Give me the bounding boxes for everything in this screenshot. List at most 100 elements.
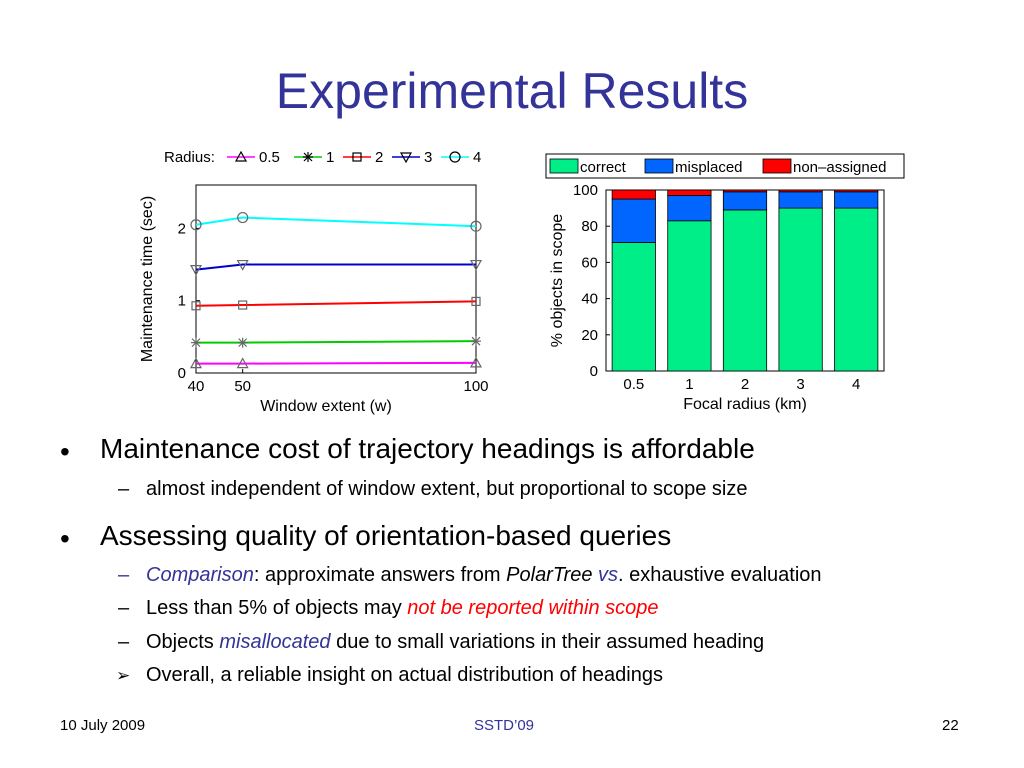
- slide-title: Experimental Results: [275, 63, 749, 119]
- data-point: [237, 211, 249, 224]
- legend-label: 3: [424, 149, 432, 166]
- y-axis-label: % objects in scope: [549, 214, 566, 348]
- legend-marker-icon: [303, 152, 313, 162]
- data-point: [471, 296, 481, 307]
- legend-label: misplaced: [675, 159, 743, 176]
- bar-segment: [722, 209, 768, 372]
- legend-label: 0.5: [259, 149, 280, 166]
- legend-marker-icon: [449, 151, 461, 163]
- polartree-label: PolarTree: [506, 564, 593, 586]
- y-tick-label: 20: [581, 327, 598, 344]
- bar-segment: [667, 195, 712, 222]
- sub-bullet-window-extent: almost independent of window extent, but…: [146, 478, 748, 500]
- y-tick-label: 40: [581, 291, 598, 308]
- vs-label: vs: [592, 564, 619, 586]
- legend-swatch: [762, 158, 792, 174]
- comparison-text-1: : approximate answers from: [253, 564, 507, 586]
- y-axis-label: Maintenance time (sec): [139, 196, 156, 362]
- legend-title: Radius:: [164, 149, 215, 166]
- bullet-marker: •: [60, 523, 70, 554]
- bar-segment: [722, 189, 768, 193]
- heading-text: due to small variations in their assumed…: [330, 631, 765, 653]
- y-tick-label: 100: [573, 182, 598, 199]
- data-point: [238, 300, 248, 310]
- legend: correct misplaced non–assigned: [545, 153, 905, 179]
- bullet-marker: •: [60, 436, 70, 467]
- x-axis-label: Window extent (w): [260, 398, 392, 415]
- x-tick-label: 100: [463, 378, 488, 395]
- legend-marker-icon: [399, 152, 413, 164]
- footer-date: 10 July 2009: [60, 717, 146, 734]
- series-line: [196, 361, 477, 365]
- bar-segment: [722, 191, 768, 211]
- legend-box: [545, 153, 905, 179]
- less-than-text: Less than 5% of objects may: [146, 597, 408, 619]
- legend-label: non–assigned: [793, 159, 886, 176]
- line-chart: 40 50 100 0 1 2 Window extent (w) Maintenance t…: [139, 149, 489, 415]
- arrow-marker-icon: ➢: [116, 666, 131, 685]
- x-tick-label: 3: [796, 376, 804, 393]
- x-tick-label: 50: [234, 378, 251, 395]
- plot-area: [195, 184, 477, 374]
- y-tick-label: 2: [178, 220, 186, 237]
- x-tick-label: 4: [852, 376, 860, 393]
- y-tick-label: 1: [178, 293, 186, 310]
- y-tick-label: 0: [178, 365, 186, 382]
- bar-segment: [834, 207, 879, 372]
- misallocated-text: misallocated: [219, 631, 331, 653]
- bar-segment: [834, 191, 879, 209]
- legend-swatch: [549, 158, 579, 174]
- bullet-assessing-quality: Assessing quality of orientation-based q…: [100, 520, 672, 551]
- footer-page-number: 22: [942, 717, 959, 734]
- sub-bullet-overall: Overall, a reliable insight on actual di…: [146, 664, 663, 686]
- x-tick-label: 2: [741, 376, 749, 393]
- objects-text: Objects: [146, 631, 220, 653]
- x-tick-label: 1: [685, 376, 693, 393]
- not-reported-text: not be reported within scope: [407, 597, 659, 619]
- comparison-label: Comparison: [146, 564, 254, 586]
- bar-segment: [667, 220, 712, 372]
- data-point: [236, 259, 249, 271]
- dash-marker: –: [118, 597, 130, 619]
- legend-marker-icon: [234, 150, 248, 162]
- data-point: [191, 301, 201, 311]
- dash-marker: –: [118, 478, 130, 500]
- data-point: [189, 264, 203, 276]
- bar-segment: [778, 207, 823, 372]
- x-tick-label: 40: [188, 378, 205, 395]
- data-point: [236, 357, 249, 369]
- y-tick-label: 80: [581, 218, 598, 235]
- data-point: [189, 357, 203, 369]
- legend-swatch: [644, 158, 674, 174]
- legend-marker-icon: [352, 152, 362, 162]
- legend-label: correct: [580, 159, 627, 176]
- bullet-maintenance-cost: Maintenance cost of trajectory headings …: [100, 433, 755, 464]
- legend-label: 4: [473, 149, 481, 166]
- dash-marker: –: [118, 564, 130, 586]
- bar-segment: [667, 189, 712, 196]
- data-point: [469, 356, 483, 368]
- data-point: [469, 259, 483, 271]
- bar-segment: [611, 242, 656, 372]
- footer-venue: SSTD’09: [474, 717, 535, 734]
- series-line: [195, 263, 476, 271]
- stacked-bar-chart: correct misplaced non–assigned 0 20 40 60 80 100…: [545, 153, 905, 413]
- dash-marker: –: [118, 631, 130, 653]
- bar-segment: [834, 189, 879, 193]
- legend: Radius: 0.5 1 2 3 4: [164, 149, 481, 166]
- sub-bullet-comparison: Comparison: approximate answers from Pol…: [146, 564, 822, 587]
- series-line: [195, 300, 477, 307]
- bar-segment: [778, 189, 823, 193]
- bar-segment: [611, 198, 656, 243]
- series-line: [195, 216, 477, 228]
- sub-bullet-less-than: Less than 5% of objects may not be repor…: [146, 597, 659, 620]
- data-point: [237, 337, 248, 348]
- x-tick-label: 0.5: [623, 376, 644, 393]
- sub-bullet-misallocated: Objects misallocated due to small variat…: [146, 631, 764, 654]
- comparison-text-2: . exhaustive evaluation: [618, 564, 822, 586]
- bar-segment: [778, 191, 823, 209]
- data-point: [190, 219, 202, 231]
- data-point: [470, 220, 482, 232]
- x-axis-label: Focal radius (km): [683, 396, 807, 413]
- legend-label: 2: [375, 149, 383, 166]
